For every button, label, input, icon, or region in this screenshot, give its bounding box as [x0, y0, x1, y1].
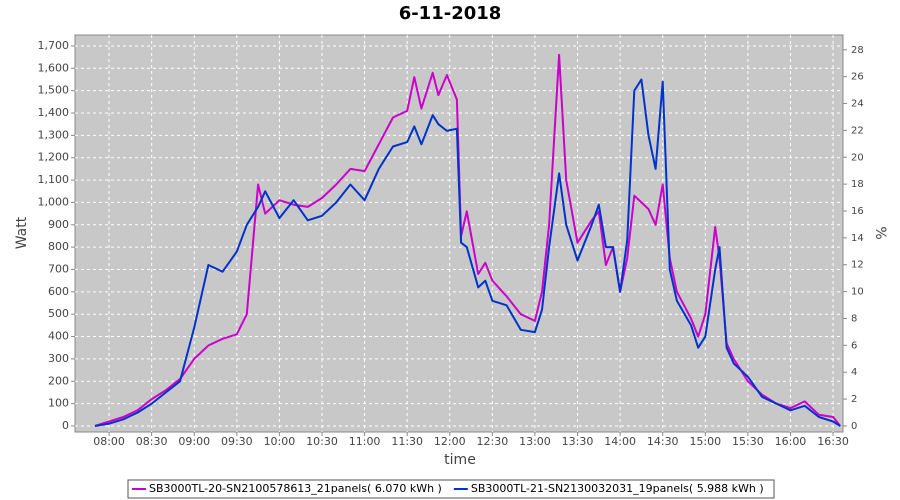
x-tick-label: 12:30 [477, 435, 509, 448]
chart-title: 6-11-2018 [399, 3, 502, 24]
y2-tick-label: 28 [851, 45, 864, 56]
x-tick-label: 14:00 [604, 435, 636, 448]
x-tick-label: 10:30 [306, 435, 338, 448]
y-tick-label: 900 [48, 218, 69, 231]
x-tick-label: 16:00 [775, 435, 807, 448]
y-tick-label: 1,000 [38, 195, 70, 208]
legend [127, 479, 775, 499]
y-tick-label: 1,700 [38, 39, 70, 52]
y2-tick-label: 20 [851, 152, 864, 163]
y-tick-label: 700 [48, 262, 69, 275]
x-tick-label: 15:30 [732, 435, 764, 448]
y2-tick-label: 14 [851, 233, 864, 244]
series-line [94, 53, 841, 427]
y2-tick-label: 16 [851, 206, 864, 217]
x-tick-label: 12:00 [434, 435, 466, 448]
y2-tick-label: 8 [851, 313, 857, 324]
x-tick-label: 11:00 [349, 435, 381, 448]
y2-tick-label: 12 [851, 260, 864, 271]
x-tick-label: 13:00 [519, 435, 551, 448]
x-tick-label: 11:30 [391, 435, 423, 448]
legend-label: SB3000TL-20-SN2100578613_21panels( 6.070… [149, 482, 442, 495]
x-tick-label: 14:30 [647, 435, 679, 448]
y-tick-label: 1,400 [38, 106, 70, 119]
x-tick-label: 08:00 [93, 435, 125, 448]
y2-tick-label: 2 [851, 394, 857, 405]
x-tick-label: 16:30 [817, 435, 849, 448]
y2-tick-label: 0 [851, 421, 857, 432]
x-tick-label: 09:00 [178, 435, 210, 448]
x-tick-label: 08:30 [136, 435, 168, 448]
y-tick-label: 0 [62, 419, 69, 432]
y-tick-label: 500 [48, 307, 69, 320]
x-tick-label: 15:00 [689, 435, 721, 448]
y-tick-label: 600 [48, 285, 69, 298]
y2-tick-label: 22 [851, 125, 864, 136]
x-tick-label: 13:30 [562, 435, 594, 448]
y-tick-label: 1,500 [38, 84, 70, 97]
y-tick-label: 1,100 [38, 173, 70, 186]
y2-tick-label: 4 [851, 367, 857, 378]
y2-tick-label: 18 [851, 179, 864, 190]
y-tick-label: 300 [48, 352, 69, 365]
y-tick-label: 200 [48, 374, 69, 387]
y-tick-label: 100 [48, 397, 69, 410]
y2-tick-label: 6 [851, 340, 857, 351]
y-tick-label: 400 [48, 330, 69, 343]
y2-tick-label: 10 [851, 287, 864, 298]
y2-axis-title: % [872, 226, 888, 239]
y2-tick-label: 26 [851, 72, 864, 83]
y-tick-label: 1,300 [38, 128, 70, 141]
y-axis-title: Watt [14, 216, 30, 249]
y-tick-label: 800 [48, 240, 69, 253]
x-tick-label: 09:30 [221, 435, 253, 448]
plot-area [74, 34, 844, 433]
y-tick-label: 1,600 [38, 61, 70, 74]
legend-label: SB3000TL-21-SN2130032031_19panels( 5.988… [471, 482, 764, 495]
y-tick-label: 1,200 [38, 151, 70, 164]
y2-tick-label: 24 [851, 99, 864, 110]
x-tick-label: 10:00 [264, 435, 296, 448]
x-axis-title: time [444, 452, 476, 468]
series-line [94, 78, 841, 427]
